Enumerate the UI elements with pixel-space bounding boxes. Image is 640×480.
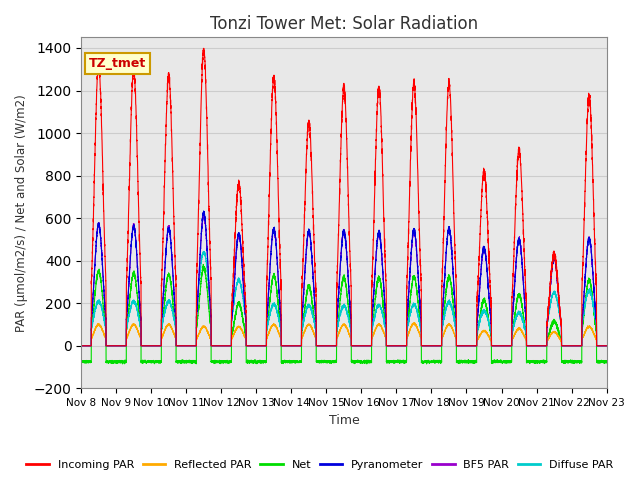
Line: Net: Net <box>81 264 607 364</box>
Pyranometer <box>284 343 292 348</box>
Incoming PAR <box>603 343 611 348</box>
Diffuse PAR <box>472 343 479 348</box>
Net <box>603 359 611 364</box>
Incoming PAR <box>511 214 519 219</box>
Diffuse PAR <box>200 249 208 254</box>
BF5 PAR <box>284 343 292 348</box>
BF5 PAR <box>200 212 208 217</box>
Reflected PAR <box>492 343 500 348</box>
Line: Incoming PAR: Incoming PAR <box>81 48 607 346</box>
Incoming PAR <box>200 46 207 51</box>
Diffuse PAR <box>77 343 85 348</box>
Incoming PAR <box>472 343 479 348</box>
Diffuse PAR <box>299 324 307 330</box>
Pyranometer <box>511 274 519 279</box>
Net <box>492 360 500 365</box>
Incoming PAR <box>299 272 307 278</box>
Legend: Incoming PAR, Reflected PAR, Net, Pyranometer, BF5 PAR, Diffuse PAR: Incoming PAR, Reflected PAR, Net, Pyrano… <box>22 456 618 474</box>
Y-axis label: PAR (μmol/m2/s) / Net and Solar (W/m2): PAR (μmol/m2/s) / Net and Solar (W/m2) <box>15 94 28 332</box>
Pyranometer <box>497 343 505 348</box>
Net <box>299 323 307 329</box>
BF5 PAR <box>299 308 307 313</box>
Incoming PAR <box>284 343 292 348</box>
Reflected PAR <box>511 330 519 336</box>
Pyranometer <box>200 208 207 214</box>
Pyranometer <box>472 343 479 348</box>
Reflected PAR <box>497 343 505 348</box>
Line: Diffuse PAR: Diffuse PAR <box>81 252 607 346</box>
Pyranometer <box>299 306 307 312</box>
BF5 PAR <box>497 343 505 348</box>
BF5 PAR <box>472 343 479 348</box>
Net <box>472 359 479 365</box>
Net <box>511 309 519 315</box>
Pyranometer <box>492 343 500 348</box>
Diffuse PAR <box>492 343 500 348</box>
Pyranometer <box>603 343 611 348</box>
Reflected PAR <box>284 343 292 348</box>
Line: Reflected PAR: Reflected PAR <box>81 323 607 346</box>
Line: BF5 PAR: BF5 PAR <box>81 215 607 346</box>
Text: TZ_tmet: TZ_tmet <box>89 57 147 70</box>
Reflected PAR <box>299 334 307 340</box>
Reflected PAR <box>411 320 419 325</box>
Diffuse PAR <box>497 343 505 348</box>
Net <box>118 361 126 367</box>
Net <box>497 359 505 365</box>
Net <box>77 359 85 365</box>
Net <box>284 359 292 364</box>
X-axis label: Time: Time <box>328 414 359 427</box>
Reflected PAR <box>472 343 479 348</box>
Reflected PAR <box>603 343 611 348</box>
Incoming PAR <box>497 343 505 348</box>
Net <box>200 262 207 267</box>
BF5 PAR <box>603 343 611 348</box>
Incoming PAR <box>492 343 500 348</box>
Diffuse PAR <box>603 343 611 348</box>
Line: Pyranometer: Pyranometer <box>81 211 607 346</box>
Title: Tonzi Tower Met: Solar Radiation: Tonzi Tower Met: Solar Radiation <box>210 15 478 33</box>
Pyranometer <box>77 343 85 348</box>
Reflected PAR <box>77 343 85 348</box>
Incoming PAR <box>77 343 85 348</box>
BF5 PAR <box>492 343 500 348</box>
BF5 PAR <box>511 273 519 279</box>
BF5 PAR <box>77 343 85 348</box>
Diffuse PAR <box>284 343 292 348</box>
Diffuse PAR <box>511 315 519 321</box>
